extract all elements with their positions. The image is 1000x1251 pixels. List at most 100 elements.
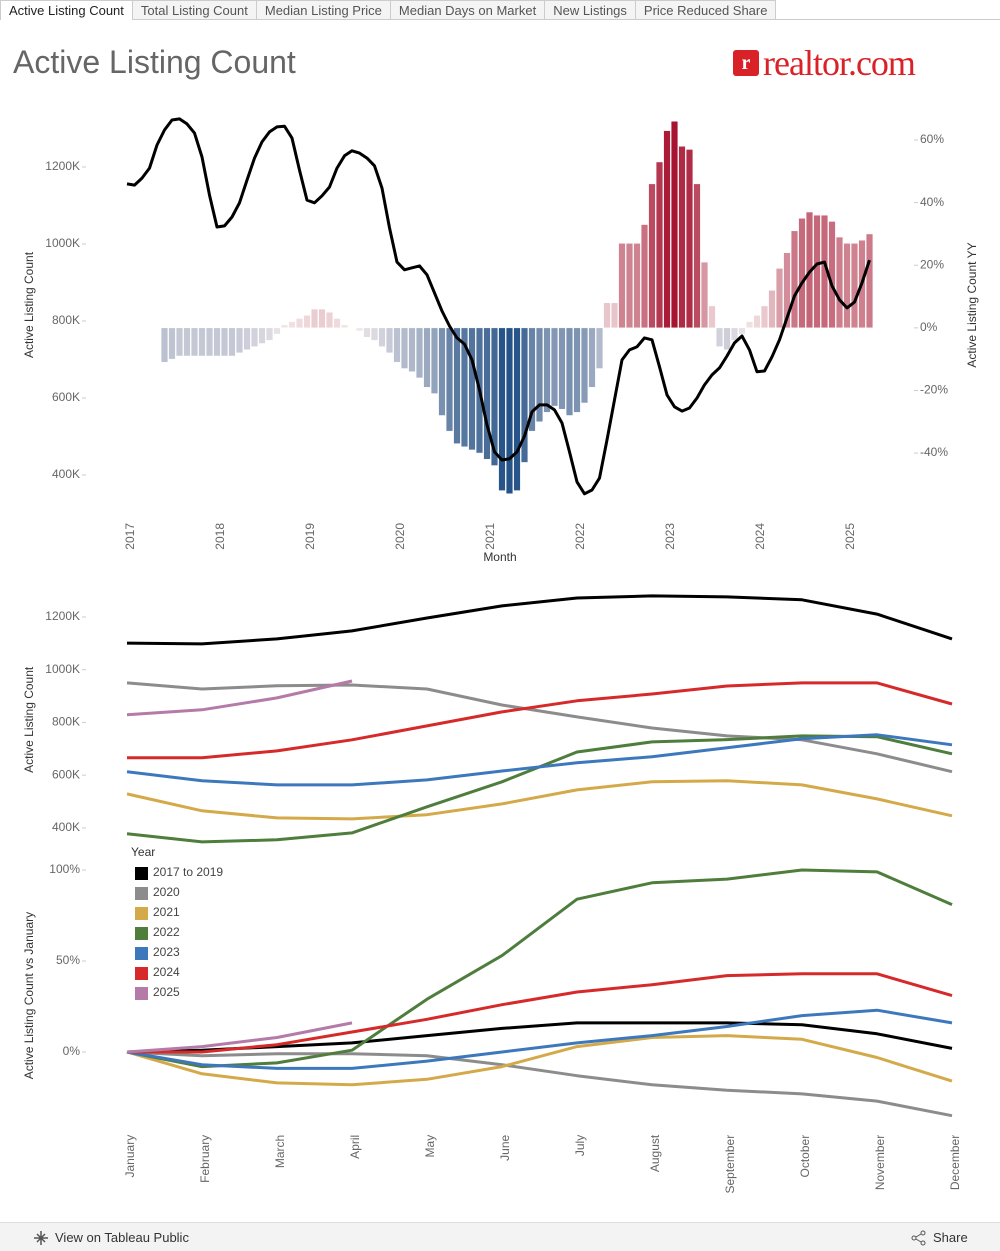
bar [430,327,439,394]
tab[interactable]: Total Listing Count [131,0,257,19]
y-tick-label: 1200K [45,609,80,623]
bar [708,305,716,329]
y-tick-label: 400K [52,820,80,834]
bar [220,327,229,357]
y-tick-label: 100% [49,862,80,876]
bar [513,327,521,491]
bar [693,183,701,329]
legend-label: 2024 [153,965,180,979]
x-tick-label: January [123,1135,137,1178]
tab-bar: Active Listing Count Total Listing Count… [0,0,1000,20]
bar [445,327,454,432]
bar [250,327,259,347]
logo: r realtor.com [733,42,916,84]
legend-swatch [135,967,148,980]
charts: 400K 600K 800K 1000K 1200K -40% -20% 0% 20% 40% 60… [22,117,979,1194]
tab[interactable]: Active Listing Count [0,0,133,20]
bar [663,130,671,329]
x-tick-label: September [723,1135,737,1194]
bar [160,327,169,363]
line-series [126,1050,953,1118]
bar [790,230,799,329]
bar [400,327,409,369]
bar [273,327,281,335]
x-tick-label: November [873,1135,887,1190]
bar [355,327,364,332]
bar [595,327,604,369]
axis-title: Active Listing Count YY [965,242,979,367]
y-tick-label: 400K [52,467,80,481]
bar [678,146,686,329]
x-tick-label: 2020 [393,523,407,550]
tableau-icon [34,1231,48,1245]
tableau-link[interactable]: View on Tableau Public [55,1230,189,1245]
share-icon [911,1230,926,1246]
legend-label: 2021 [153,905,180,919]
bar [175,327,184,357]
bar [745,321,754,329]
bar [453,327,461,444]
x-tick-label: May [423,1135,437,1158]
tab[interactable]: New Listings [544,0,636,19]
bar [213,327,221,357]
x-tick-label: August [648,1134,662,1172]
bar [535,327,544,422]
axis-title: Active Listing Count vs January [22,912,36,1079]
tab[interactable]: Price Reduced Share [634,0,777,19]
bar [655,161,664,329]
axis-title: Active Listing Count [22,251,36,358]
bar [235,327,244,354]
bar [408,327,416,372]
bar [813,214,821,329]
bar [325,311,334,329]
bar [543,327,551,413]
line-series [126,868,953,1069]
bar [603,302,611,329]
line-series [126,1008,953,1070]
bar [580,327,589,404]
bar [183,327,191,357]
bar [393,327,401,363]
y-tick-label: 600K [52,390,80,404]
bar [843,243,851,329]
bar [835,236,844,329]
y2-tick-label: 60% [920,132,944,146]
bar [295,318,304,329]
y-tick-label: 0% [63,1044,81,1058]
legend-label: 2017 to 2019 [153,865,223,879]
line-series [126,733,953,787]
line-series [126,1021,353,1054]
y2-tick-label: 20% [920,257,944,271]
bar [490,327,499,466]
y-tick-label: 800K [52,313,80,327]
bar [550,327,559,407]
share-button[interactable]: Share [933,1230,968,1245]
bar [640,224,649,329]
tab[interactable]: Median Days on Market [389,0,546,19]
bar [318,308,326,329]
logo-icon: r [733,50,759,76]
y-tick-label: 1000K [45,236,80,250]
legend-label: 2020 [153,885,180,899]
x-tick-label: February [198,1135,212,1183]
bar [573,327,581,413]
axis-title: Month [483,550,516,564]
x-tick-label: 2023 [663,523,677,550]
bar [198,327,206,357]
bar [303,315,311,329]
bar [618,243,626,329]
y-tick-label: 1000K [45,662,80,676]
bar [753,315,761,329]
x-tick-label: December [948,1135,962,1190]
bar [258,327,266,344]
x-tick-label: June [498,1134,512,1160]
x-tick-label: 2025 [843,523,857,550]
y-tick-label: 50% [56,953,80,967]
bar [370,327,379,341]
bar [723,327,731,351]
bar [588,327,596,388]
bar [498,327,506,491]
x-tick-label: October [798,1135,812,1178]
legend-label: 2022 [153,925,180,939]
